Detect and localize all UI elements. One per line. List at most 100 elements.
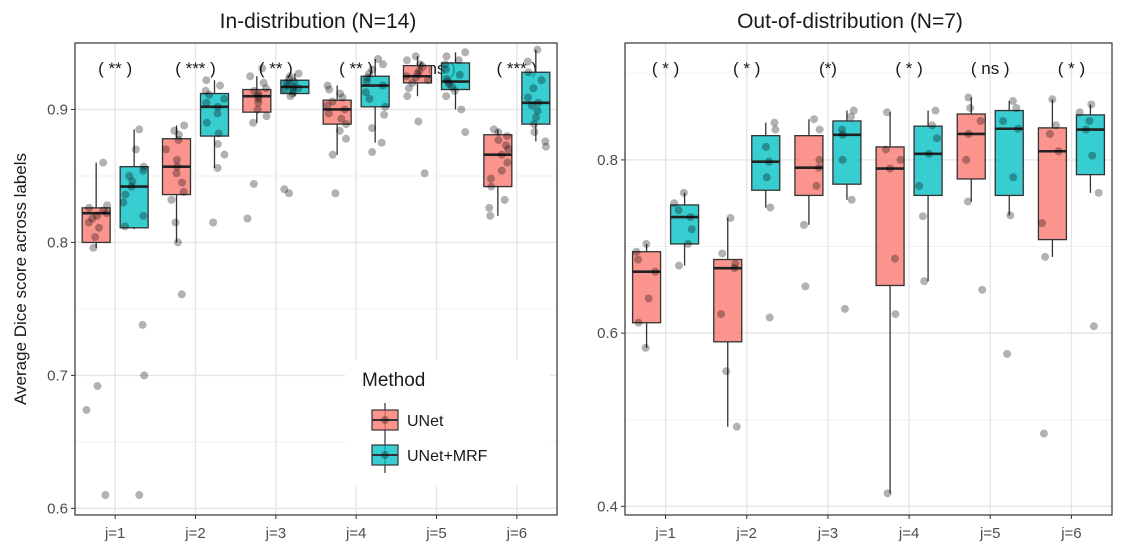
box-unet-mrf xyxy=(994,97,1024,358)
x-tick-label: j=5 xyxy=(425,525,446,542)
data-point xyxy=(886,164,895,173)
data-point xyxy=(931,106,940,115)
data-point xyxy=(177,290,186,299)
data-point xyxy=(494,136,503,145)
significance-label: ( * ) xyxy=(652,59,679,78)
data-point xyxy=(966,103,975,112)
data-point xyxy=(103,201,112,210)
data-point xyxy=(524,68,533,77)
data-point xyxy=(730,264,739,273)
box-unet-mrf xyxy=(280,69,310,198)
data-point xyxy=(336,89,345,98)
data-point xyxy=(634,255,643,264)
data-point xyxy=(368,65,377,74)
data-point xyxy=(179,187,188,196)
data-point xyxy=(173,238,182,247)
data-point xyxy=(128,177,137,186)
y-tick-label: 0.8 xyxy=(597,152,618,169)
data-point xyxy=(762,142,771,151)
data-point xyxy=(323,101,332,110)
data-point xyxy=(178,178,187,187)
data-point xyxy=(674,261,683,270)
data-point xyxy=(766,203,775,212)
data-point xyxy=(976,116,985,125)
box-unet xyxy=(794,115,824,291)
data-point xyxy=(213,102,222,111)
box-unet xyxy=(875,108,905,498)
data-point xyxy=(634,318,643,327)
data-point xyxy=(978,285,987,294)
box-body xyxy=(1075,114,1106,176)
data-point xyxy=(138,320,147,329)
panel-border xyxy=(74,42,558,516)
box-unet-mrf xyxy=(119,125,149,500)
data-point xyxy=(461,128,470,137)
data-point xyxy=(962,155,971,164)
data-point xyxy=(963,197,972,206)
data-point xyxy=(679,188,688,197)
data-point xyxy=(485,203,494,212)
data-point xyxy=(380,110,389,119)
data-point xyxy=(214,129,223,138)
data-point xyxy=(533,106,542,115)
data-point xyxy=(323,81,332,90)
data-point xyxy=(846,112,855,121)
data-point xyxy=(171,218,180,227)
data-point xyxy=(135,125,144,134)
data-point xyxy=(534,98,543,107)
data-point xyxy=(220,94,229,103)
legend-entry-unet: UNet xyxy=(371,403,444,438)
data-point xyxy=(173,162,182,171)
data-point xyxy=(337,114,346,123)
data-point xyxy=(216,81,225,90)
box-unet-mrf xyxy=(669,188,700,270)
y-tick-label: 0.6 xyxy=(597,325,618,342)
data-point xyxy=(294,69,303,78)
data-point xyxy=(328,97,337,106)
data-point xyxy=(523,57,532,66)
data-point xyxy=(849,106,858,115)
data-point xyxy=(731,259,740,268)
data-point xyxy=(883,108,892,117)
box-body xyxy=(832,120,862,185)
data-point xyxy=(202,98,211,107)
data-point xyxy=(338,93,347,102)
data-point xyxy=(254,94,263,103)
box-unet-mrf xyxy=(913,106,943,286)
data-point xyxy=(1051,121,1060,130)
data-point xyxy=(202,76,211,85)
data-point xyxy=(331,189,340,198)
data-point xyxy=(891,310,900,319)
box-body xyxy=(994,109,1024,197)
data-point xyxy=(259,78,268,87)
data-point xyxy=(377,138,386,147)
data-point xyxy=(883,489,892,498)
data-point xyxy=(294,84,303,93)
data-point xyxy=(1003,349,1012,358)
data-point xyxy=(838,130,847,139)
data-point xyxy=(413,69,422,78)
box-body xyxy=(483,134,513,188)
data-point xyxy=(541,137,550,146)
data-point xyxy=(93,382,102,391)
data-point xyxy=(812,181,821,190)
data-point xyxy=(342,134,351,143)
y-tick-label: 0.6 xyxy=(47,500,68,517)
data-point xyxy=(340,105,349,114)
data-point xyxy=(121,222,130,231)
data-point xyxy=(254,89,263,98)
data-point xyxy=(457,105,466,114)
significance-label: ( ns ) xyxy=(971,59,1010,78)
data-point xyxy=(361,88,370,97)
box-unet xyxy=(322,81,352,198)
data-point xyxy=(450,86,459,95)
data-point xyxy=(258,64,267,73)
data-point xyxy=(1039,429,1048,438)
data-point xyxy=(442,92,451,101)
data-point xyxy=(487,182,496,191)
data-point xyxy=(416,60,425,69)
data-point xyxy=(764,157,773,166)
data-point xyxy=(1085,116,1094,125)
data-point xyxy=(964,93,973,102)
